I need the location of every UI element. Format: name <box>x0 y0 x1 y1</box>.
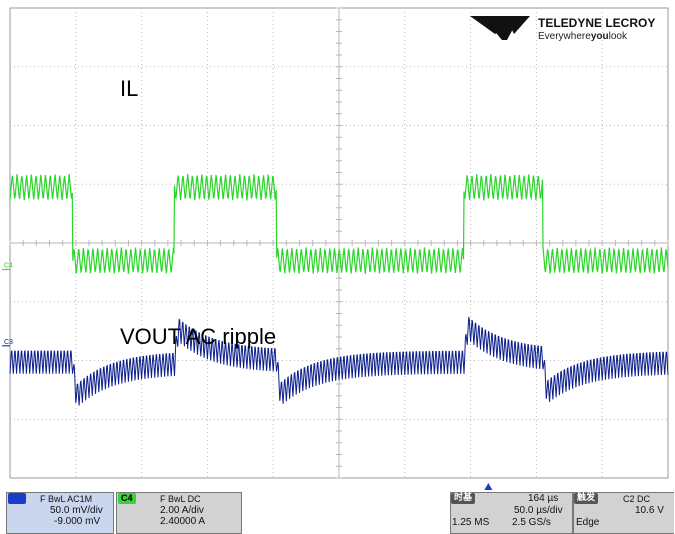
trigger-type: Edge <box>576 517 600 528</box>
ch4-settings: F BwL DC <box>160 494 201 504</box>
ch4-info-panel[interactable]: C4 F BwL DC 2.00 A/div 2.40000 A <box>116 492 242 534</box>
graticule <box>9 7 669 479</box>
timebase-samples: 1.25 MS <box>452 517 490 528</box>
vout-annotation: VOUT AC ripple <box>120 324 276 349</box>
vout-waveform <box>9 316 669 406</box>
ch4-panel-bg <box>116 492 242 534</box>
brand-name: TELEDYNE LECROY <box>538 16 655 30</box>
il-waveform <box>9 173 669 274</box>
il-annotation: IL <box>120 76 138 101</box>
ch3-offset: -9.000 mV <box>54 516 101 527</box>
ch3-settings: F BwL AC1M <box>40 494 93 504</box>
ch4-tag: C4 <box>118 493 136 504</box>
ch3-scale: 50.0 mV/div <box>50 505 103 516</box>
teledyne-lecroy-logo: TELEDYNE LECROY Everywhereyoulook <box>470 16 655 42</box>
trigger-title: 触发 <box>574 493 599 504</box>
trigger-source: C2 DC <box>623 494 651 504</box>
timebase-per-div: 50.0 µs/div <box>514 505 563 516</box>
c4-ground-marker: C4 <box>4 262 13 269</box>
timebase-rate: 2.5 GS/s <box>512 517 551 528</box>
c3-ground-marker: C3 <box>4 339 13 346</box>
trigger-position-marker[interactable] <box>484 483 493 490</box>
timebase-delay: 164 µs <box>528 493 559 504</box>
il-trace <box>9 173 669 274</box>
ch3-info-panel[interactable]: C3 F BwL AC1M 50.0 mV/div -9.000 mV <box>6 492 114 534</box>
timebase-title: 时基 <box>451 493 476 504</box>
channel-ground-markers: C4 C3 <box>2 262 13 347</box>
ch4-offset: 2.40000 A <box>160 516 206 527</box>
vout-trace <box>9 316 669 406</box>
trigger-level: 10.6 V <box>635 505 664 516</box>
timebase-panel[interactable]: 时基 164 µs 50.0 µs/div 1.25 MS 2.5 GS/s <box>450 492 573 534</box>
ch3-tag: C3 <box>8 493 26 504</box>
trigger-panel[interactable]: 触发 C2 DC 10.6 V Edge <box>573 492 674 534</box>
brand-tagline: Everywhereyoulook <box>538 31 628 42</box>
ch4-scale: 2.00 A/div <box>160 505 204 516</box>
